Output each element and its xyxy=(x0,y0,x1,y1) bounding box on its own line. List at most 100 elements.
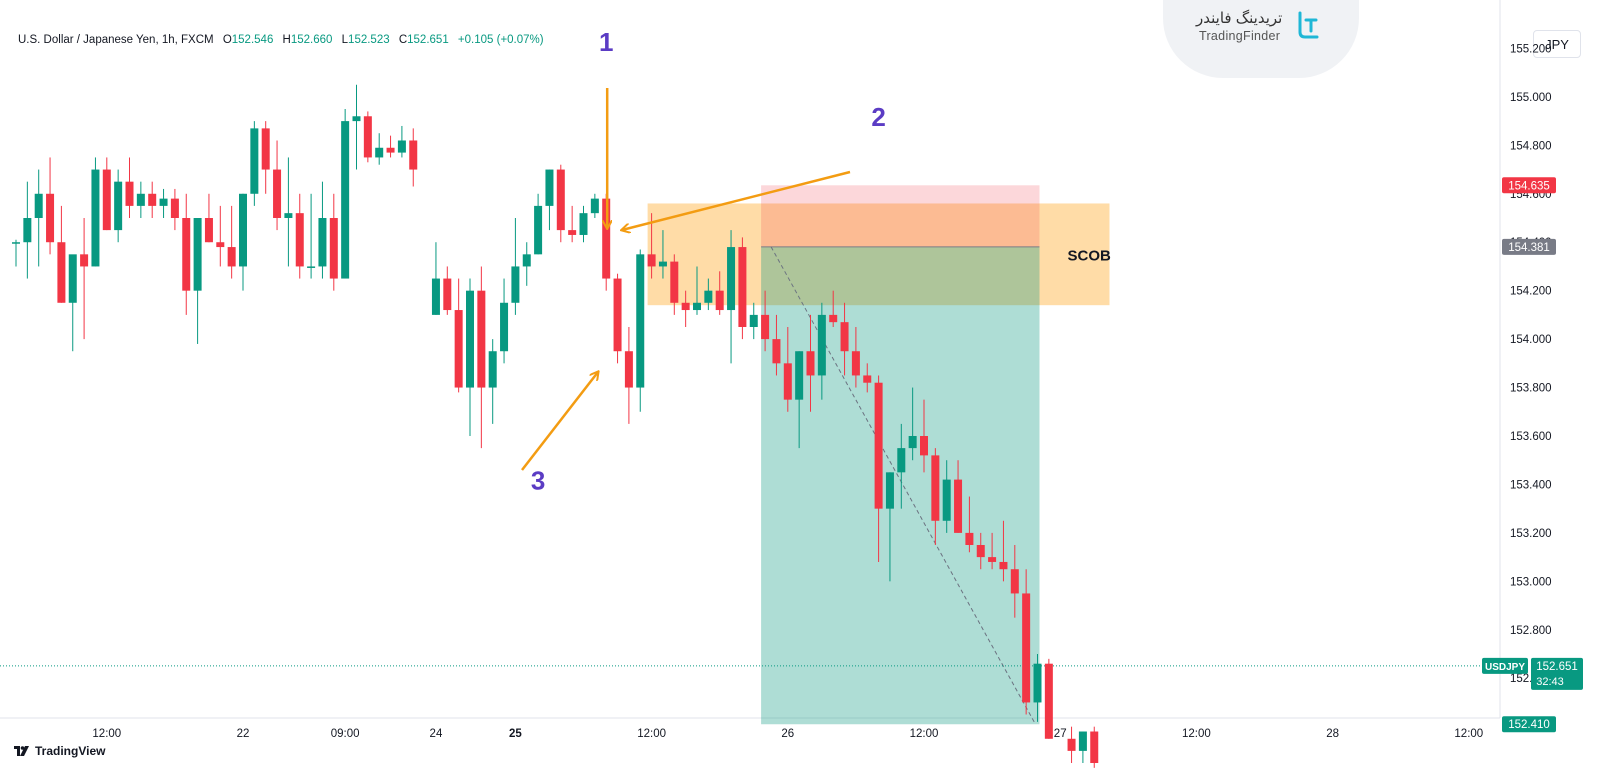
candle-body xyxy=(159,198,168,206)
candle xyxy=(23,181,32,279)
candle-body xyxy=(579,213,588,235)
currency-button[interactable]: JPY xyxy=(1533,30,1581,58)
candle xyxy=(477,266,486,449)
candle-body xyxy=(12,242,20,244)
candle xyxy=(454,278,463,393)
candle-body xyxy=(942,479,951,521)
candle xyxy=(738,237,747,340)
candle xyxy=(170,188,179,231)
candle-body xyxy=(636,254,645,388)
candle xyxy=(704,278,713,311)
time-tick-label: 25 xyxy=(509,728,522,740)
candle xyxy=(363,111,372,163)
candle-body xyxy=(57,242,66,303)
candle-body xyxy=(568,230,577,235)
candle xyxy=(590,193,599,218)
candle xyxy=(431,242,440,315)
candle xyxy=(239,193,247,291)
annotation-number: 1 xyxy=(599,27,613,57)
candle-body xyxy=(624,351,633,388)
candle-body xyxy=(488,351,497,388)
candle-body xyxy=(397,140,406,153)
candle xyxy=(670,254,679,315)
candle xyxy=(352,84,361,170)
candle xyxy=(57,205,66,303)
candle xyxy=(1078,731,1087,763)
candle xyxy=(386,135,395,158)
candle-body xyxy=(227,247,236,267)
price-tick-label: 153.800 xyxy=(1510,383,1552,395)
candle xyxy=(341,109,350,279)
watermark-english-text: TradingFinder xyxy=(1199,29,1281,43)
candle xyxy=(624,327,633,424)
candle xyxy=(897,423,906,509)
time-tick-label: 12:00 xyxy=(1454,728,1483,740)
candle-body xyxy=(136,193,145,206)
candle xyxy=(681,290,690,327)
candle-body xyxy=(931,455,940,521)
candle xyxy=(397,125,406,158)
candle xyxy=(261,121,270,194)
candle-body xyxy=(182,218,191,291)
candle-body xyxy=(772,339,781,364)
candle-body xyxy=(125,181,134,206)
candle xyxy=(1067,726,1076,763)
candle-body xyxy=(613,278,622,352)
candle xyxy=(488,339,497,424)
candle-body xyxy=(239,193,247,267)
price-tick-label: 153.000 xyxy=(1510,576,1552,588)
candle xyxy=(250,121,259,206)
candle-body xyxy=(738,247,747,327)
candle xyxy=(295,193,304,279)
watermark-panel xyxy=(1163,0,1359,78)
time-tick-label: 09:00 xyxy=(331,728,360,740)
price-tick-label: 154.800 xyxy=(1510,140,1552,152)
candle xyxy=(829,290,838,327)
time-tick-label: 12:00 xyxy=(1182,728,1211,740)
candle xyxy=(216,205,225,267)
candle xyxy=(80,218,89,340)
tradingview-brand-text: TradingView xyxy=(35,744,106,758)
symbol-title[interactable]: U.S. Dollar / Japanese Yen, 1h, FXCM xyxy=(18,34,214,46)
price-tick-label: 155.000 xyxy=(1510,92,1552,104)
candle xyxy=(874,375,883,562)
candle xyxy=(1010,545,1019,618)
candle-body xyxy=(409,140,418,170)
price-label-text: 152.410 xyxy=(1508,719,1550,731)
candle xyxy=(908,387,917,461)
candle-body xyxy=(863,375,872,383)
candle-body xyxy=(363,116,372,158)
candle-body xyxy=(34,193,43,218)
time-tick-label: 24 xyxy=(430,728,443,740)
candle xyxy=(715,271,724,315)
price-label-text: 154.635 xyxy=(1508,180,1550,192)
candle xyxy=(795,351,804,449)
candle-body xyxy=(170,198,179,218)
time-tick-label: 26 xyxy=(781,728,794,740)
candle-body xyxy=(341,121,350,279)
tradingview-brand[interactable]: TradingView xyxy=(14,744,105,758)
candle-body xyxy=(91,169,100,267)
candle-body xyxy=(1044,663,1053,739)
time-tick-label: 12:00 xyxy=(637,728,666,740)
open-label: O xyxy=(222,34,232,46)
candle xyxy=(1033,654,1042,722)
candle-body xyxy=(976,545,985,558)
take-profit-zone xyxy=(761,246,1040,725)
annotation-arrow xyxy=(622,170,851,230)
candle xyxy=(976,532,985,570)
candle-body xyxy=(829,314,838,323)
candle-body xyxy=(431,278,440,315)
candle-body xyxy=(908,436,917,449)
price-tick-label: 153.400 xyxy=(1510,479,1552,491)
candle-body xyxy=(817,314,826,376)
tradingfinder-logo-icon xyxy=(1298,11,1319,39)
candle xyxy=(954,460,963,533)
symbol-badge xyxy=(1482,657,1528,674)
candle-body xyxy=(114,181,123,231)
candle xyxy=(375,133,384,165)
candle xyxy=(34,169,43,267)
candle-body xyxy=(500,302,509,352)
